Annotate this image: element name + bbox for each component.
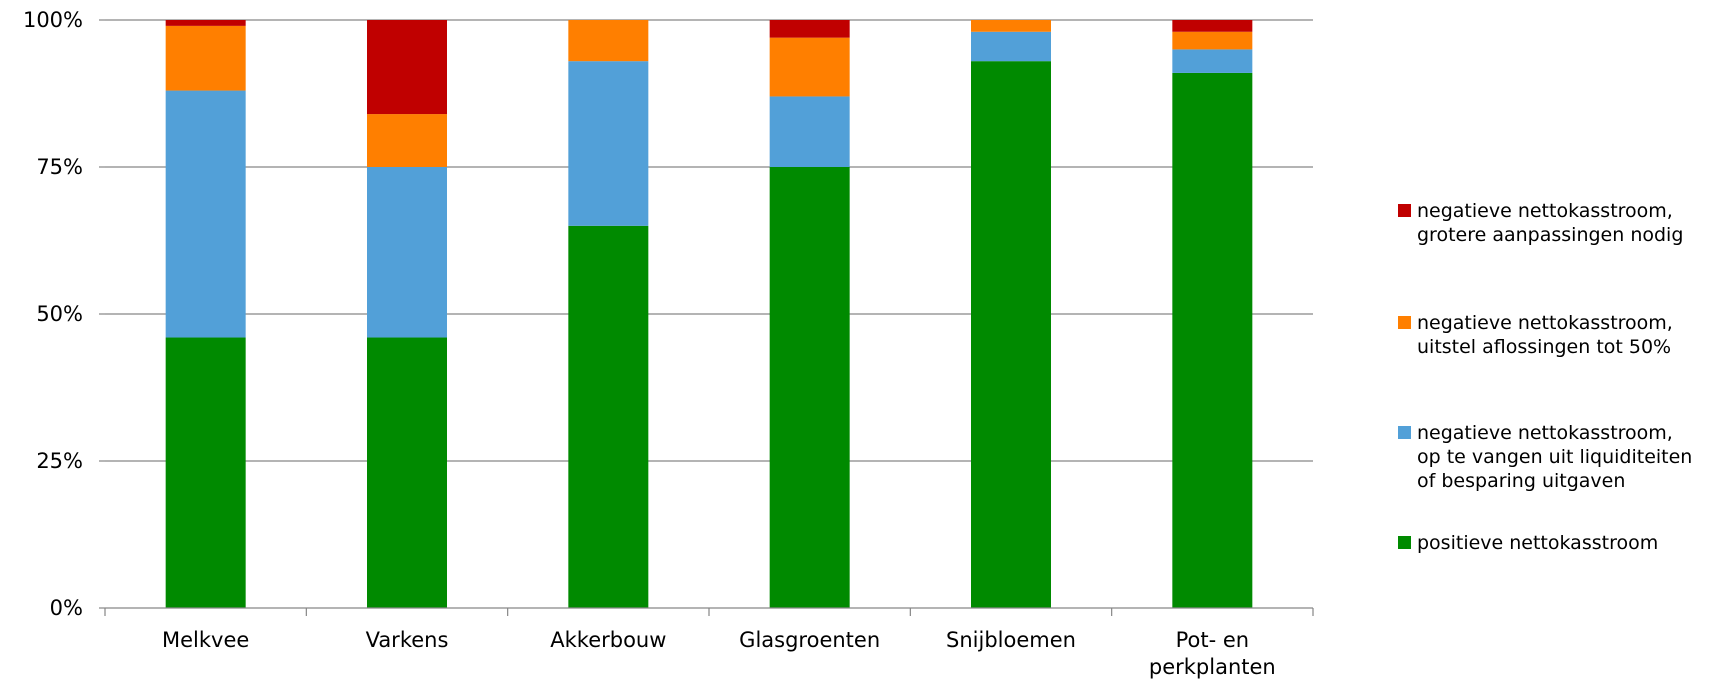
axes: 0% 25% 50% 75% 100% Melkvee Varkens Akkerbouw Gl… [23, 8, 1314, 679]
category-label-melkvee: Melkvee [162, 628, 249, 652]
category-label-pot-en-perkplanten: Pot- en perkplanten [1149, 628, 1276, 679]
legend-label-aanpassingen: negatieve nettokasstroom, grotere aanpass… [1417, 200, 1683, 246]
legend-swatch-uitstel [1398, 316, 1411, 329]
y-tick-label: 75% [36, 155, 83, 179]
bar-pot-en-perkplanten-liquiditeiten [1172, 49, 1253, 73]
bar-akkerbouw-uitstel [568, 20, 649, 62]
bar-pot-en-perkplanten-positief [1172, 72, 1253, 609]
legend-swatch-positief [1398, 536, 1411, 549]
bar-akkerbouw-liquiditeiten [568, 61, 649, 226]
legend: negatieve nettokasstroom, grotere aanpass… [1398, 200, 1692, 554]
bar-melkvee-positief [165, 337, 246, 608]
bar-varkens-positief [367, 337, 447, 608]
bar-varkens-aanpassingen [367, 20, 447, 115]
bar-snijbloemen-positief [971, 61, 1051, 609]
bars [165, 20, 1253, 609]
bar-glasgroenten-liquiditeiten [769, 96, 850, 167]
y-tick-label: 0% [50, 596, 83, 620]
category-label-snijbloemen: Snijbloemen [946, 628, 1076, 652]
bar-pot-en-perkplanten-aanpassingen [1172, 20, 1253, 32]
legend-label-liquiditeiten: negatieve nettokasstroom, op te vangen ui… [1417, 422, 1692, 492]
bar-melkvee-uitstel [165, 25, 246, 91]
bar-varkens-liquiditeiten [367, 167, 447, 338]
bar-varkens-uitstel [367, 114, 447, 167]
legend-swatch-liquiditeiten [1398, 426, 1411, 439]
y-tick-label: 100% [23, 8, 83, 32]
bar-glasgroenten-uitstel [769, 37, 850, 97]
bar-snijbloemen-liquiditeiten [971, 31, 1051, 62]
bar-snijbloemen-uitstel [971, 20, 1051, 32]
category-label-akkerbouw: Akkerbouw [550, 628, 666, 652]
bar-pot-en-perkplanten-uitstel [1172, 31, 1253, 50]
y-tick-label: 50% [36, 302, 83, 326]
bar-melkvee-aanpassingen [165, 20, 246, 26]
bar-akkerbouw-positief [568, 225, 649, 609]
legend-label-positief: positieve nettokasstroom [1417, 532, 1658, 554]
legend-swatch-aanpassingen [1398, 204, 1411, 217]
gridlines [105, 19, 1313, 462]
bar-glasgroenten-aanpassingen [769, 20, 850, 38]
bar-glasgroenten-positief [769, 167, 850, 608]
y-tick-label: 25% [36, 449, 83, 473]
legend-label-uitstel: negatieve nettokasstroom, uitstel aflossi… [1417, 312, 1673, 358]
bar-melkvee-liquiditeiten [165, 90, 246, 338]
category-label-glasgroenten: Glasgroenten [739, 628, 880, 652]
category-label-varkens: Varkens [366, 628, 449, 652]
